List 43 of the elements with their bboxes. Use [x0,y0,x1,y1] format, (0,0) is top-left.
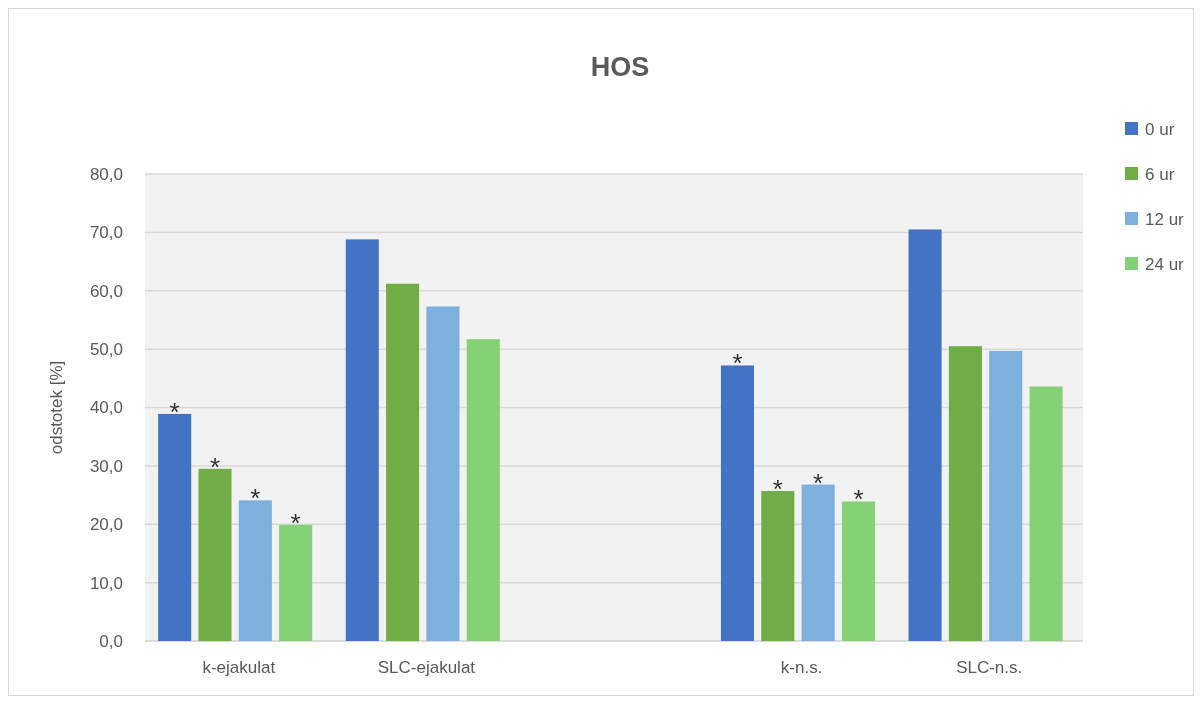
y-tick-label: 20,0 [89,515,123,535]
bar [158,413,192,641]
data-label: * [732,348,743,379]
legend-label: 12 ur [1145,209,1185,229]
bar [426,306,460,641]
data-label: * [169,396,180,427]
bar [761,490,795,641]
y-tick-label: 10,0 [89,573,123,593]
x-tick-label: SLC-n.s. [956,658,1023,677]
bar [198,468,232,641]
chart-title: HOS [590,52,650,82]
y-axis-title: odstotek [%] [47,360,66,455]
bar [989,350,1023,641]
y-tick-label: 50,0 [89,340,123,360]
data-label: * [853,484,864,515]
bar [466,339,500,641]
bar [801,484,835,641]
y-tick-label: 0,0 [99,631,123,651]
data-label: * [290,507,301,538]
bar [238,500,272,641]
bar [345,239,379,641]
y-tick-label: 60,0 [89,281,123,301]
data-label: * [813,467,824,498]
y-tick-label: 70,0 [89,223,123,243]
bar [841,501,876,641]
x-tick-label: k-ejakulat [202,658,276,677]
legend-label: 24 ur [1145,254,1185,274]
data-label: * [772,473,783,504]
data-label: * [209,451,221,482]
y-tick-label: 80,0 [89,164,123,184]
y-tick-label: 40,0 [89,398,123,418]
legend-label: 6 ur [1145,164,1175,184]
bar [948,346,982,641]
bar [720,365,755,641]
bar [1029,386,1063,641]
legend-label: 0 ur [1145,119,1175,139]
bar [908,229,942,641]
x-tick-label: k-n.s. [780,658,823,677]
data-label: * [250,483,261,514]
bar [279,524,313,641]
bar [386,283,420,641]
y-tick-label: 30,0 [89,456,123,476]
x-tick-label: SLC-ejakulat [377,658,476,677]
